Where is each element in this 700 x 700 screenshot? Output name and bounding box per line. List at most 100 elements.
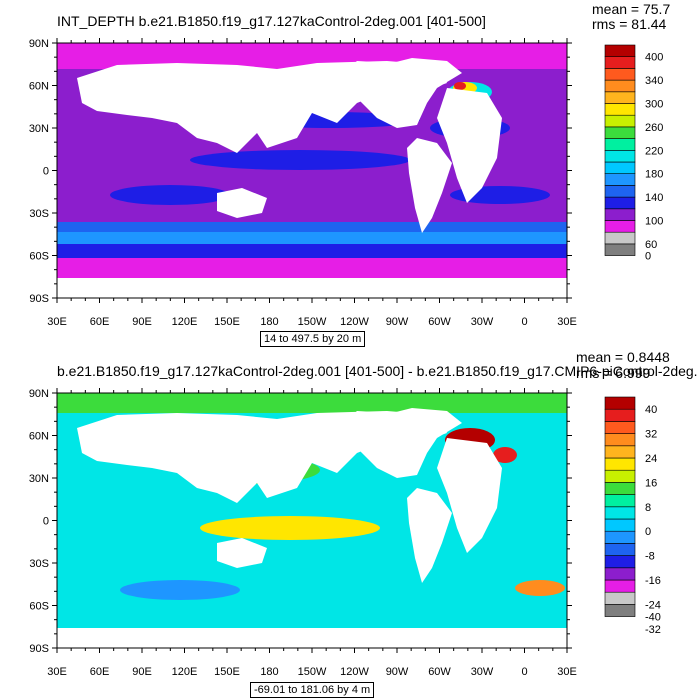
continent-shape [407, 488, 452, 583]
continent-shape [57, 278, 567, 298]
panel-1-lat-label: 60S [29, 251, 49, 263]
panel-1-lat-label: 30S [29, 208, 49, 220]
panel-2-colorbar-box [604, 469, 636, 483]
panel-1-title: INT_DEPTH b.e21.B1850.f19_g17.127kaContr… [57, 13, 486, 29]
panel-2-lat-label: 30N [29, 473, 49, 485]
panel-2-colorbar-box [604, 530, 636, 544]
panel-1-colorbar-box [604, 231, 636, 245]
panel-2-colorbar-label: 40 [645, 404, 657, 416]
panel-1-colorbar-box [604, 150, 636, 163]
panel-1-colorbar-box [604, 126, 636, 139]
panel-1-colorbar-box [604, 173, 636, 186]
panel-2-colorbar-box [604, 604, 636, 617]
panel-1-lat-label: 30N [29, 123, 49, 135]
panel-2-colorbar-box [604, 408, 636, 422]
panel-2-lon-label: 30E [47, 666, 67, 678]
panel-2-mean: mean = 0.8448 [576, 349, 670, 365]
continent-shape [217, 188, 267, 218]
panel-1-colorbar-label: 340 [645, 75, 663, 87]
map-axes: 90N 60N 30N 0 30S 60S 90S 30E 60E 90E 120E 150E 180 1… [29, 38, 577, 678]
panel-1-colorbar-box [604, 103, 636, 116]
panel-1-lat-label: 0 [43, 166, 49, 178]
panel-2-colorbar-label: 8 [645, 502, 651, 514]
panel-1-colorbar-label: 180 [645, 169, 663, 181]
panel-1-lon-label: 30W [471, 316, 494, 328]
panel-1-lon-label: 30E [557, 316, 577, 328]
panel-1-colorbar-label: 140 [645, 192, 663, 204]
panel-2-lat-label: 60S [29, 601, 49, 613]
panel-1-lon-label: 0 [521, 316, 527, 328]
panel-1-lat-label: 60N [29, 81, 49, 93]
panel-2-colorbar-label: -8 [645, 551, 655, 563]
panel-2-lon-label: 120E [172, 666, 198, 678]
panel-2-lon-label: 30E [557, 666, 577, 678]
panel-2-colorbar-box [604, 494, 636, 508]
panel-1-colorbar-box [604, 220, 636, 233]
continent-shape [342, 408, 462, 478]
panel-2-continents [57, 408, 567, 648]
panel-1-colorbar-box [604, 79, 636, 93]
continent-shape [57, 628, 567, 648]
panel-1-lon-label: 150E [214, 316, 240, 328]
panel-1-lon-label: 60E [90, 316, 110, 328]
panel-1-colorbar-box [604, 44, 636, 57]
panel-1-colorbar-box [604, 243, 636, 256]
panel-2-colorbar-box [604, 445, 636, 459]
panel-2-lon-label: 90W [386, 666, 409, 678]
panel-2-colorbar-box [604, 457, 636, 471]
panel-1-lon-label: 120E [172, 316, 198, 328]
panel-2-colorbar-label: -32 [645, 624, 661, 636]
panel-1-colorbar-label: 260 [645, 122, 663, 134]
panel-2-colorbar-label: 0 [645, 526, 651, 538]
panel-2-colorbar-label: 16 [645, 477, 657, 489]
panel-2-colorbar-box [604, 591, 636, 605]
panel-2-colorbar-label: -24 [645, 599, 661, 611]
panel-1-colorbar-box [604, 68, 636, 81]
panel-1-continents [57, 58, 567, 298]
panel-2-colorbar-box [604, 555, 636, 569]
panel-1-colorbar-label: 300 [645, 99, 663, 111]
panel-2-lon-label: 120W [340, 666, 369, 678]
panel-1-lat-label: 90S [29, 293, 49, 305]
panel-2-lon-label: 150W [298, 666, 327, 678]
panel-1-lon-label: 150W [298, 316, 327, 328]
panel-2-colorbar-label: -40 [645, 612, 661, 624]
panel-2-lat-label: 90S [29, 643, 49, 655]
panel-2-colorbar-label: -16 [645, 575, 661, 587]
panel-2-colorbar-label: 32 [645, 429, 657, 441]
panel-1-lon-label: 90W [386, 316, 409, 328]
panel-1-colorbar-box [604, 91, 636, 104]
panel-1-lon-label: 30E [47, 316, 67, 328]
continent-shape [437, 438, 502, 553]
continent-shape [437, 88, 502, 203]
panel-1-lon-label: 60W [428, 316, 451, 328]
panel-1-colorbar-label: 220 [645, 145, 663, 157]
panel-2-colorbar-box [604, 396, 636, 410]
panel-2-lon-label: 90E [132, 666, 152, 678]
panel-2-lon-label: 60E [90, 666, 110, 678]
panel-1-lat-label: 90N [29, 38, 49, 50]
panel-2-colorbar-box [604, 567, 636, 581]
panel-2-colorbar-box [604, 579, 636, 593]
panel-2-lat-label: 90N [29, 388, 49, 400]
panel-2-lon-label: 30W [471, 666, 494, 678]
panel-1-colorbar-box [604, 114, 636, 128]
panel-1-rms: rms = 81.44 [592, 16, 667, 32]
continent-shape [407, 138, 452, 233]
panel-1-colorbar-label: 0 [645, 251, 651, 263]
panel-1-colorbar-box [604, 161, 636, 174]
panel-2-colorbar-box [604, 482, 636, 495]
panel-1-colorbar-box [604, 138, 636, 151]
panel-2-lon-label: 180 [260, 666, 278, 678]
panel-1-mean: mean = 75.7 [592, 1, 671, 17]
panel-1-colorbar-box [604, 56, 636, 69]
panel-1-colorbar-box [604, 196, 636, 210]
panel-1-colorbar-label: 400 [645, 52, 663, 64]
panel-2-colorbar-box [604, 421, 636, 434]
panel-2-lat-label: 60N [29, 431, 49, 443]
panel-1-colorbar-label: 100 [645, 216, 663, 228]
panel-1-lon-label: 90E [132, 316, 152, 328]
colorbars: 4003403002602201801401006004032241680-8-… [604, 44, 663, 636]
panel-2-lon-label: 60W [428, 666, 451, 678]
